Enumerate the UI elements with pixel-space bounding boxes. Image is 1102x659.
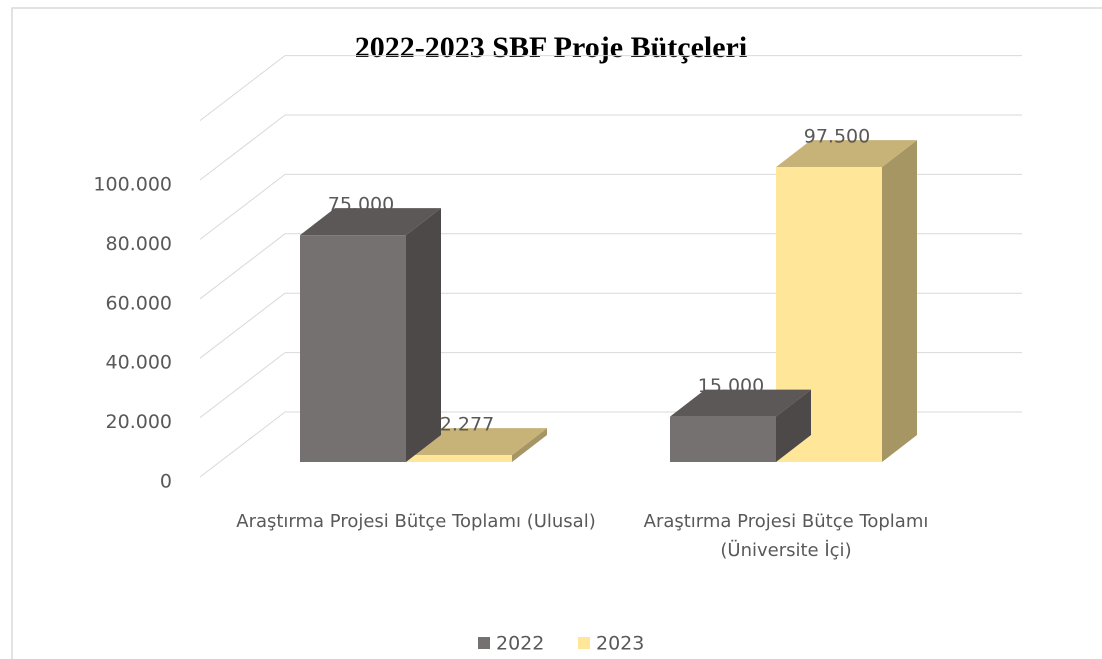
- y-tick-label: 40.000: [106, 352, 172, 374]
- y-tick-label: 20.000: [106, 411, 172, 433]
- grid-line: [199, 352, 286, 418]
- bar-top: [776, 140, 917, 168]
- bar-top: [300, 208, 441, 236]
- bar-side: [882, 140, 917, 462]
- y-tick-label: 80.000: [106, 233, 172, 255]
- grid-line: [199, 411, 286, 478]
- chart-title: 2022-2023 SBF Proje Bütçeleri: [355, 31, 747, 64]
- bar-side: [512, 428, 547, 462]
- bar: [670, 416, 776, 462]
- chart-border: [11, 7, 1102, 659]
- y-tick-label: 60.000: [106, 292, 172, 314]
- legend-label: 2022: [496, 633, 544, 655]
- y-tick-label: 0: [160, 471, 172, 493]
- bar-side: [406, 208, 441, 462]
- grid-line: [199, 114, 286, 181]
- wall-edge: [199, 55, 286, 121]
- x-tick-label: Araştırma Projesi Bütçe Toplamı (Ulusal): [236, 511, 596, 532]
- bar-side: [776, 389, 811, 462]
- y-tick-label: 100.000: [93, 174, 172, 196]
- legend-swatch: [578, 637, 590, 649]
- bar-top: [670, 389, 811, 417]
- legend-swatch: [478, 637, 490, 649]
- bar: [300, 235, 406, 462]
- grid-line: [199, 292, 286, 359]
- value-label: 97.500: [804, 126, 870, 148]
- value-label: 75.000: [328, 194, 394, 216]
- bar-top: [406, 428, 547, 456]
- grid-line: [199, 174, 286, 240]
- value-label: 2.277: [440, 414, 494, 436]
- value-label: 15.000: [698, 375, 764, 397]
- legend-label: 2023: [596, 633, 644, 655]
- x-tick-label: Araştırma Projesi Bütçe Toplamı (Ünivers…: [643, 511, 929, 561]
- bar: [406, 455, 512, 462]
- grid-line: [199, 233, 286, 300]
